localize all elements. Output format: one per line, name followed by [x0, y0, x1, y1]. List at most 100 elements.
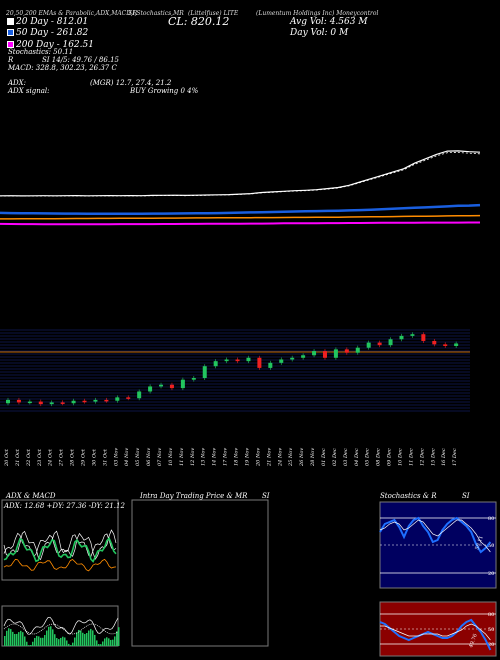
- mgr-value: (MGR) 12.7, 27.4, 21.2: [90, 79, 172, 87]
- candle: [377, 342, 382, 346]
- candle: [6, 399, 10, 404]
- macd-bar: [46, 630, 48, 646]
- macd-bar: [38, 636, 40, 646]
- date-tick-label: 28 Nov: [310, 448, 316, 467]
- date-tick-label: 21 Nov: [266, 448, 272, 467]
- candle: [93, 399, 98, 402]
- adx-label: ADX:: [8, 79, 27, 87]
- candle: [191, 378, 196, 380]
- adx-line-1: [3, 529, 117, 561]
- macd-bar: [22, 632, 24, 646]
- header-indicators: 20,50,200 EMAs & Parabolic,ADX,MACD,R: [6, 10, 138, 17]
- intraday-panel: [131, 499, 269, 647]
- stoch-si-label: SI: [462, 492, 470, 500]
- macd-bar: [102, 641, 104, 646]
- day-volume: Day Vol: 0 M: [290, 28, 349, 38]
- macd-bar: [118, 627, 120, 646]
- date-tick-label: 02 Dec: [332, 448, 338, 466]
- signal-line: [3, 623, 119, 635]
- macd-bar: [64, 637, 66, 646]
- date-tick-label: 11 Dec: [408, 448, 414, 466]
- macd-line: [3, 616, 119, 635]
- candle: [366, 342, 371, 348]
- candle: [115, 397, 120, 401]
- macd-bar: [74, 637, 76, 646]
- macd-value: MACD: 328.8, 302.23, 26.37 C: [8, 64, 117, 72]
- macd-bar: [84, 634, 86, 646]
- macd-bar: [108, 638, 110, 646]
- candle: [49, 402, 54, 405]
- date-tick-label: 21 Oct: [15, 448, 21, 467]
- swatch-ema50: [7, 29, 14, 36]
- candle: [16, 399, 21, 403]
- candle: [169, 384, 174, 389]
- macd-bar: [100, 644, 102, 646]
- close-price: CL: 820.12: [168, 15, 230, 28]
- r-label: R: [8, 56, 14, 64]
- candle: [148, 386, 153, 392]
- macd-bar: [70, 645, 72, 646]
- date-tick-label: 23 Oct: [37, 448, 43, 467]
- candle: [180, 379, 185, 389]
- si-tick-20: 20: [488, 642, 494, 648]
- macd-bar: [68, 643, 70, 646]
- date-tick-label: 05 Dec: [365, 448, 371, 466]
- date-tick-label: 26 Nov: [299, 448, 305, 467]
- date-tick-label: 24 Nov: [277, 448, 283, 467]
- candle: [290, 357, 295, 360]
- macd-bar: [80, 630, 82, 646]
- macd-bar: [42, 637, 44, 646]
- main-price-chart: 20 Oct 21 Oct 22 Oct 23 Oct 24 Oct 27 Oct 28 O…: [0, 150, 481, 467]
- macd-bar: [6, 630, 8, 646]
- date-tick-label: 27 Oct: [59, 448, 65, 467]
- macd-bar: [106, 637, 108, 646]
- header-company: (Lumentum Holdings Inc) Moneycontrol: [256, 10, 379, 17]
- series-line-1: [0, 150, 481, 197]
- date-tick-label: 14 Nov: [212, 448, 218, 466]
- date-tick-label: 12 Nov: [190, 448, 196, 466]
- candle: [399, 335, 404, 340]
- swatch-ema200: [7, 41, 14, 48]
- candle: [82, 400, 87, 403]
- macd-bar: [52, 629, 54, 646]
- parabolic-line: [0, 152, 481, 197]
- bottom-panels: ADX: 12.68 +DY: 27.36 -DY: 21.12 80 50 2…: [1, 499, 497, 657]
- date-tick-label: 04 Dec: [354, 448, 360, 466]
- si-tick-50: 50: [488, 627, 494, 633]
- date-tick-label: 13 Nov: [201, 448, 207, 466]
- macd-bar: [28, 645, 30, 646]
- macd-bar: [40, 637, 42, 646]
- swatch-ema20: [7, 18, 14, 25]
- macd-bar: [78, 629, 80, 646]
- macd-bar: [96, 640, 98, 646]
- candle: [301, 355, 306, 358]
- candle: [279, 359, 284, 363]
- si-end-value: 49.76: [468, 633, 479, 649]
- date-tick-label: 28 Oct: [70, 448, 76, 467]
- stoch-end-value: 50.11: [474, 535, 485, 551]
- candle: [224, 359, 229, 362]
- candle: [432, 340, 437, 345]
- date-tick-label: 31 Oct: [102, 448, 108, 466]
- macd-bar: [14, 634, 16, 646]
- date-tick-label: 01 Dec: [321, 448, 327, 466]
- macd-bar: [56, 638, 58, 646]
- date-tick-label: 18 Nov: [234, 448, 240, 466]
- candle: [104, 399, 109, 402]
- stoch-panel-title: Stochastics & R: [380, 492, 437, 500]
- stochastics-value: Stochastics: 50.11: [8, 48, 74, 56]
- macd-bar: [26, 641, 28, 646]
- candle: [137, 391, 142, 399]
- date-tick-label: 15 Dec: [430, 448, 436, 466]
- candle: [202, 366, 207, 378]
- legend-ema50: 50 Day - 261.82: [16, 28, 89, 38]
- date-tick-label: 08 Dec: [376, 448, 382, 466]
- macd-bar: [32, 641, 34, 646]
- candle: [246, 357, 251, 362]
- macd-bar: [112, 639, 114, 646]
- candle: [410, 334, 415, 336]
- macd-bar: [94, 634, 96, 646]
- date-tick-label: 20 Oct: [4, 448, 10, 467]
- candle: [443, 344, 448, 346]
- macd-bar: [110, 639, 112, 646]
